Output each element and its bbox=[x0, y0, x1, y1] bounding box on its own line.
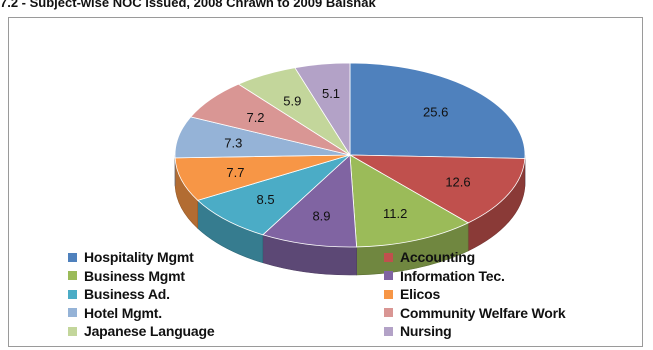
pie-slice-information-tec- bbox=[262, 154, 358, 248]
pie-top bbox=[174, 62, 526, 248]
legend-swatch bbox=[384, 289, 393, 299]
pie-data-labels: 25.6 12.6 11.2 8.9 8.5 7.7 7.3 7.2 5.9 5.1 bbox=[224, 86, 470, 223]
pie-slice-hospitality-mgmt bbox=[349, 62, 526, 159]
legend-label: Nursing bbox=[400, 323, 452, 339]
legend-label: Japanese Language bbox=[84, 323, 215, 339]
pie-data-label: 8.9 bbox=[312, 209, 330, 224]
legend-label: Community Welfare Work bbox=[400, 304, 566, 321]
legend-swatch bbox=[68, 326, 77, 336]
pie-side-walls bbox=[174, 154, 526, 276]
legend-item: Elicos bbox=[384, 285, 440, 303]
pie-data-label: 5.1 bbox=[322, 86, 340, 101]
pie-data-label: 25.6 bbox=[423, 105, 448, 120]
legend-item: Business Mgmt bbox=[68, 267, 185, 285]
legend-swatch bbox=[384, 308, 393, 317]
pie-slice-business-mgmt bbox=[349, 154, 470, 248]
legend-label: Elicos bbox=[400, 286, 441, 302]
legend-swatch bbox=[384, 326, 393, 336]
pie-data-label: 7.3 bbox=[224, 136, 242, 151]
pie-data-label: 11.2 bbox=[383, 206, 407, 221]
legend-item: Community Welfare Work bbox=[384, 304, 566, 322]
pie-data-label: 5.9 bbox=[283, 93, 301, 108]
legend-swatch bbox=[384, 252, 393, 262]
legend-swatch bbox=[384, 271, 393, 280]
pie-data-label: 8.5 bbox=[257, 192, 275, 207]
legend-label: Business Ad. bbox=[84, 286, 170, 302]
legend-item: Information Tec. bbox=[384, 267, 505, 285]
legend-item: Hospitality Mgmt bbox=[68, 248, 194, 266]
legend-swatch bbox=[68, 289, 77, 299]
pie-slice-accounting bbox=[349, 154, 526, 224]
pie-data-label: 7.7 bbox=[226, 165, 244, 180]
legend-item: Hotel Mgmt. bbox=[68, 304, 162, 322]
legend-swatch bbox=[68, 252, 77, 262]
legend-label: Hotel Mgmt. bbox=[84, 304, 162, 321]
pie-slice-business-ad- bbox=[196, 154, 351, 236]
pie-data-label: 12.6 bbox=[445, 174, 470, 189]
legend-item: Business Ad. bbox=[68, 285, 170, 303]
legend-label: Hospitality Mgmt bbox=[84, 249, 194, 265]
pie-data-label: 7.2 bbox=[246, 110, 264, 125]
legend-label: Information Tec. bbox=[400, 267, 505, 284]
legend-label: Accounting bbox=[400, 249, 475, 265]
chart-legend: Hospitality Mgmt Accounting Business Mgmt I… bbox=[68, 248, 628, 344]
legend-item: Accounting bbox=[384, 248, 475, 266]
pie-slice-nursing bbox=[294, 62, 351, 157]
legend-label: Business Mgmt bbox=[84, 267, 185, 284]
legend-item: Nursing bbox=[384, 322, 452, 340]
legend-swatch bbox=[68, 271, 77, 280]
legend-item: Japanese Language bbox=[68, 322, 215, 340]
legend-swatch bbox=[68, 308, 77, 317]
chart-heading: 7.2 - Subject-wise NOC issued, 2008 Chra… bbox=[0, 0, 376, 10]
